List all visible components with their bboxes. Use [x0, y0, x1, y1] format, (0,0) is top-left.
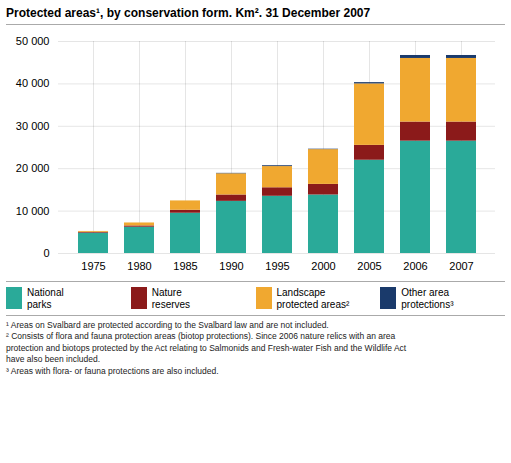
html-text:Nature reserves: Nature reserves	[151, 287, 191, 310]
svg-text:20 000: 20 000	[16, 162, 50, 174]
svg-text:0: 0	[43, 247, 49, 259]
svg-text:1980: 1980	[127, 260, 151, 272]
html-text:¹ Areas on Svalbard are protec: ¹ Areas on Svalbard are protected accord…	[6, 320, 329, 330]
svg-text:1990: 1990	[219, 260, 243, 272]
svg-text:30 000: 30 000	[16, 120, 50, 132]
svg-text:10 000: 10 000	[16, 205, 50, 217]
html-text:Protected areas¹, by conservat: Protected areas¹, by conservation form. …	[6, 6, 371, 20]
html-text:² Consists of flora and fauna: ² Consists of flora and fauna protection…	[6, 331, 396, 342]
svg-text:2000: 2000	[311, 260, 335, 272]
html-text:Landscape protected areas²: Landscape protected areas²	[276, 287, 350, 310]
svg-text:1975: 1975	[81, 260, 105, 272]
html-text:National parks: National parks	[27, 287, 64, 310]
svg-text:2005: 2005	[357, 260, 381, 272]
svg-text:2007: 2007	[449, 260, 473, 272]
svg-text:1985: 1985	[173, 260, 197, 272]
svg-text:40 000: 40 000	[16, 77, 50, 89]
html-text:have also been included.: have also been included.	[6, 354, 100, 365]
html-text:³ Areas with flora- or fauna p: ³ Areas with flora- or fauna protections…	[6, 365, 219, 376]
svg-text:50 000: 50 000	[16, 35, 50, 47]
html-text:Other area protections³: Other area protections³	[401, 287, 454, 310]
svg-text:2006: 2006	[403, 260, 427, 272]
svg-text:1995: 1995	[265, 260, 289, 272]
html-text:protection and biotops protect: protection and biotops protected by the …	[6, 342, 407, 353]
